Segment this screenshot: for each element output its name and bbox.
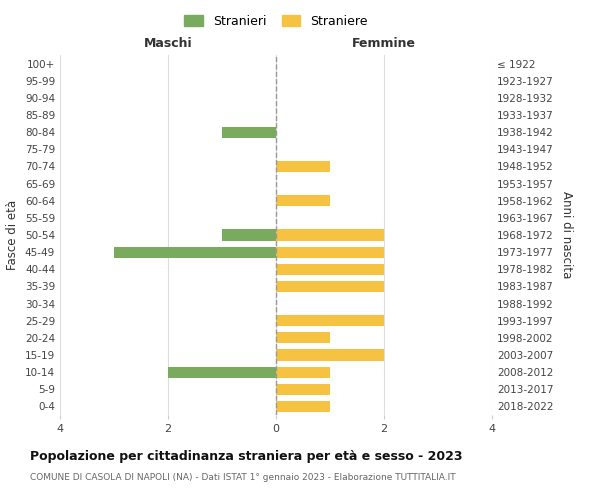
Bar: [276, 315, 384, 326]
Y-axis label: Anni di nascita: Anni di nascita: [560, 192, 573, 278]
Bar: [222, 230, 276, 240]
Bar: [222, 126, 276, 138]
Y-axis label: Fasce di età: Fasce di età: [7, 200, 19, 270]
Text: Popolazione per cittadinanza straniera per età e sesso - 2023: Popolazione per cittadinanza straniera p…: [30, 450, 463, 463]
Bar: [276, 246, 384, 258]
Bar: [276, 161, 330, 172]
Bar: [276, 401, 330, 412]
Bar: [276, 384, 330, 395]
Bar: [276, 264, 384, 275]
Bar: [276, 230, 384, 240]
Text: COMUNE DI CASOLA DI NAPOLI (NA) - Dati ISTAT 1° gennaio 2023 - Elaborazione TUTT: COMUNE DI CASOLA DI NAPOLI (NA) - Dati I…: [30, 472, 455, 482]
Bar: [168, 366, 276, 378]
Bar: [276, 195, 330, 206]
Bar: [276, 350, 384, 360]
Bar: [276, 332, 330, 344]
Bar: [114, 246, 276, 258]
Bar: [276, 281, 384, 292]
Legend: Stranieri, Straniere: Stranieri, Straniere: [181, 11, 371, 32]
Bar: [276, 366, 330, 378]
